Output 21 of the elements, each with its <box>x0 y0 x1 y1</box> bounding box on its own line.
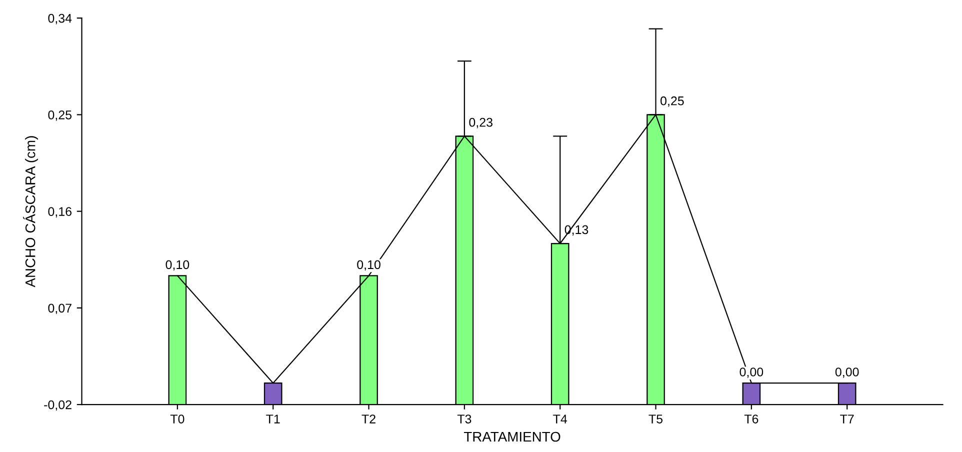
y-tick-label: 0,25 <box>48 110 72 121</box>
y-tick-label: 0,07 <box>48 304 72 314</box>
data-label: 0,10 <box>166 260 190 271</box>
y-axis-title: ANCHO CÁSCARA (cm) <box>23 136 38 288</box>
x-axis-title: TRATAMIENTO <box>464 432 560 442</box>
x-tick-label: T6 <box>744 414 758 424</box>
data-label: 0,25 <box>660 96 684 107</box>
data-label: 0,00 <box>740 368 764 378</box>
data-label: 0,00 <box>835 368 859 378</box>
y-tick-label: 0,34 <box>48 14 72 24</box>
x-tick-label: T3 <box>457 414 472 424</box>
x-tick-label: T1 <box>266 414 280 424</box>
x-tick-label: T2 <box>362 414 376 424</box>
x-tick-label: T5 <box>648 414 663 424</box>
x-tick-label: T0 <box>170 414 184 424</box>
x-tick-label: T4 <box>553 414 568 424</box>
y-tick-label: 0,16 <box>48 207 72 218</box>
x-tick-label: T7 <box>840 414 854 424</box>
data-label: 0,10 <box>357 260 380 271</box>
data-label: 0,23 <box>469 118 492 128</box>
y-tick-label: -0,02 <box>44 400 72 411</box>
